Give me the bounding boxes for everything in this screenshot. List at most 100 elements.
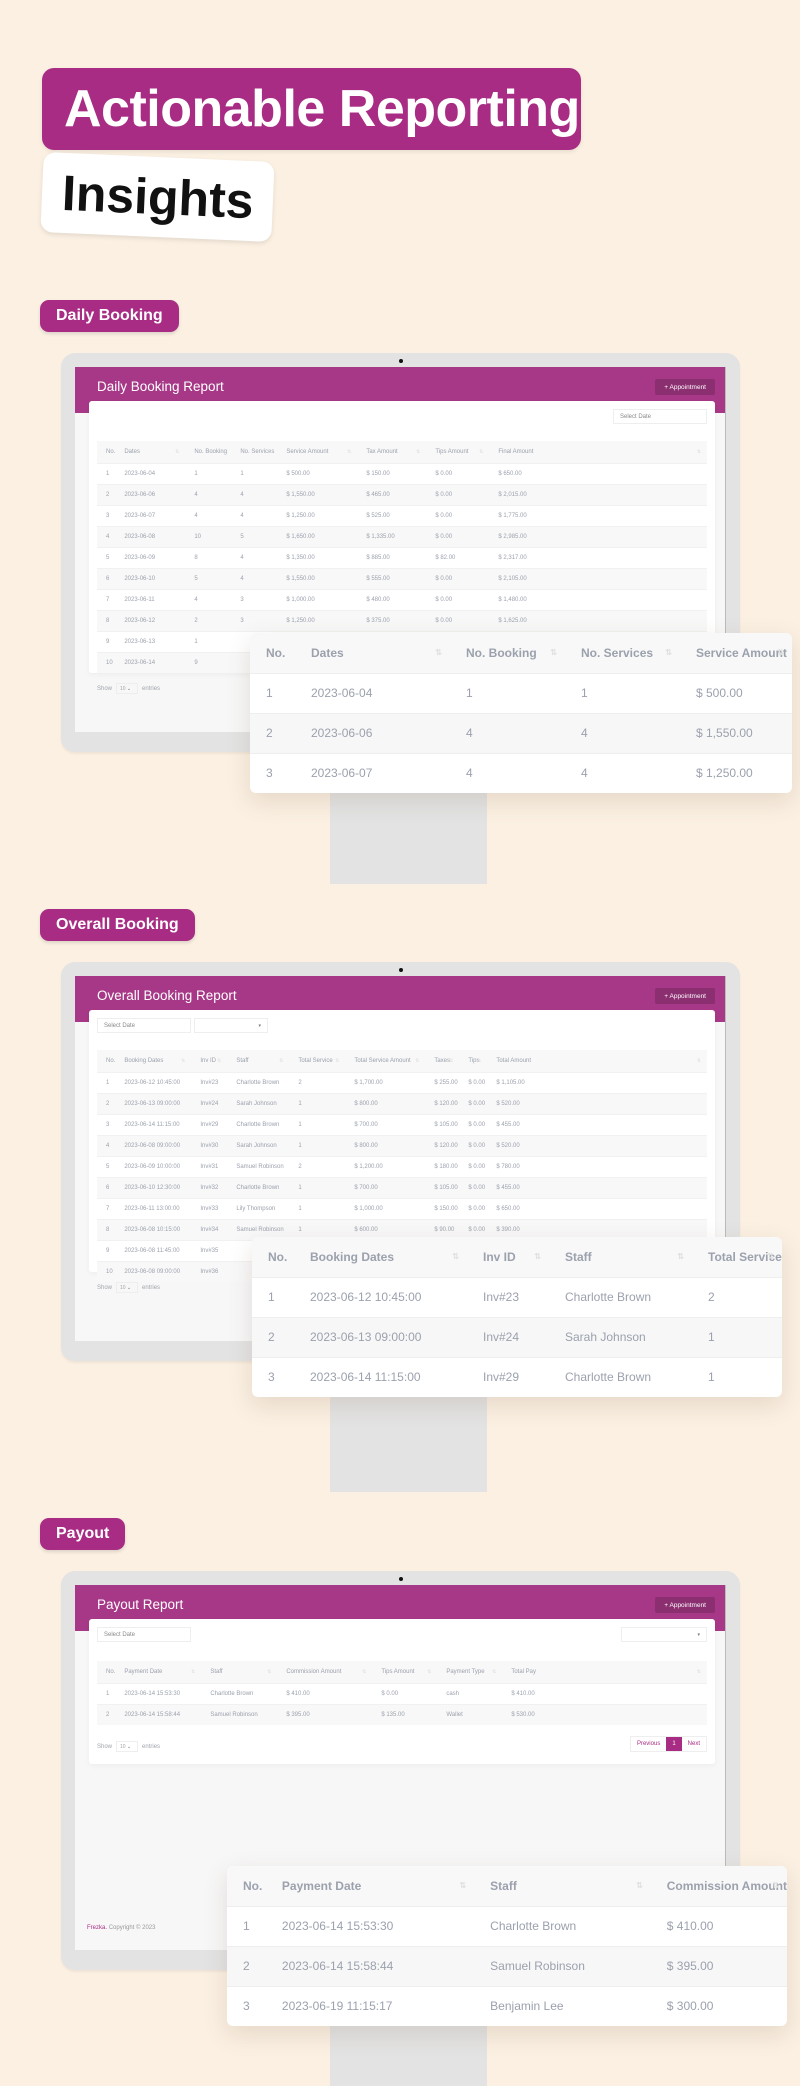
table-cell: 1 [185, 462, 232, 484]
table-cell: 2023-06-08 09:00:00 [115, 1134, 192, 1156]
column-header[interactable]: No. [97, 1661, 116, 1683]
entries-label: entries [142, 1284, 161, 1291]
column-header[interactable]: Taxes ⇅ [425, 1050, 460, 1072]
table-cell: 9 [185, 651, 232, 673]
column-header[interactable]: No. [97, 441, 116, 463]
column-header[interactable]: Booking Dates ⇅ [115, 1050, 192, 1072]
add-appointment-button[interactable]: + Appointment [655, 379, 715, 395]
column-header[interactable]: Commission Amount ⇅ [277, 1661, 373, 1683]
table-cell: $ 1,775.00 [489, 504, 707, 526]
table-cell: 2 [97, 483, 116, 505]
table-cell: 2023-06-12 [115, 609, 186, 631]
column-header[interactable]: No. Booking ⇅ [450, 633, 565, 673]
column-header[interactable]: Staff ⇅ [201, 1661, 278, 1683]
add-appointment-button[interactable]: + Appointment [655, 1597, 715, 1613]
column-header[interactable]: Inv ID ⇅ [191, 1050, 228, 1072]
select-date-input[interactable]: Select Date [97, 1018, 191, 1033]
column-header[interactable]: Total Amount ⇅ [487, 1050, 707, 1072]
table-cell: 4 [565, 712, 680, 753]
entries-select[interactable]: 10 ⌄ [116, 1741, 139, 1752]
pagination-next[interactable]: Next [687, 1741, 700, 1747]
table-cell: 2023-06-09 10:00:00 [115, 1155, 192, 1177]
table-cell: 2 [252, 1316, 294, 1357]
report-title: Payout Report [97, 1597, 184, 1612]
table-cell: $ 0.00 [426, 525, 490, 547]
column-header[interactable]: Payment Date ⇅ [265, 1866, 475, 1906]
footer-brand[interactable]: Frezka. [87, 1925, 108, 1931]
column-header[interactable]: No. Services ⇅ [231, 441, 278, 463]
column-header[interactable]: Payment Type ⇅ [437, 1661, 503, 1683]
column-header[interactable]: Booking Dates ⇅ [294, 1237, 467, 1277]
table-cell: Inv#33 [191, 1197, 228, 1219]
show-entries: Show 10 ⌄ entries [97, 1741, 160, 1752]
table-cell: 3 [97, 504, 116, 526]
column-header[interactable]: Tax Amount ⇅ [357, 441, 427, 463]
table-cell: 2023-06-10 [115, 567, 186, 589]
select-date-input[interactable]: Select Date [97, 1627, 191, 1642]
column-header[interactable]: Service Amount ⇅ [680, 633, 792, 673]
sort-icon: ⇅ [191, 1669, 196, 1675]
table-cell: 8 [97, 609, 116, 631]
report-card: Select Date ▾ No. Payment Date ⇅ Staff ⇅ Comm… [89, 1619, 715, 1764]
column-header[interactable]: No. Services ⇅ [565, 633, 680, 673]
table-cell: $ 390.00 [487, 1218, 707, 1240]
pagination-page-1[interactable]: 1 [666, 1737, 682, 1751]
column-header[interactable]: Inv ID ⇅ [467, 1237, 549, 1277]
table-cell: 2023-06-14 15:53:30 [115, 1682, 202, 1704]
table-cell: $ 0.00 [372, 1682, 438, 1704]
column-header[interactable]: Dates ⇅ [115, 441, 186, 463]
table-cell: $ 600.00 [345, 1218, 426, 1240]
table-cell: $ 455.00 [487, 1176, 707, 1198]
column-header[interactable]: Staff ⇅ [227, 1050, 290, 1072]
table-cell: 10 [185, 525, 232, 547]
column-header[interactable]: Final Amount ⇅ [489, 441, 707, 463]
column-header[interactable]: No. [250, 633, 295, 673]
table-cell: $ 1,650.00 [277, 525, 358, 547]
sort-icon: ⇅ [696, 1058, 701, 1064]
column-header[interactable]: Tips Amount ⇅ [426, 441, 490, 463]
table-cell: $ 180.00 [425, 1155, 460, 1177]
table-cell: $ 255.00 [425, 1071, 460, 1093]
table-cell: 2023-06-11 13:00:00 [115, 1197, 192, 1219]
table-cell: 2023-06-07 [115, 504, 186, 526]
table-cell: $ 120.00 [425, 1092, 460, 1114]
sort-icon: ⇅ [550, 648, 557, 657]
column-header[interactable]: No. [227, 1866, 266, 1906]
table-cell: $ 800.00 [345, 1092, 426, 1114]
entries-select[interactable]: 10 ⌄ [116, 1282, 139, 1293]
table-cell: 4 [185, 483, 232, 505]
column-header[interactable]: Tips ⇅ [459, 1050, 488, 1072]
column-header[interactable]: No. Booking ⇅ [185, 441, 232, 463]
table-row: 2 2023-06-14 15:58:44 Samuel Robinson $ 395… [97, 1703, 707, 1725]
table-row: 1 2023-06-12 10:45:00 Inv#23 Charlotte Brow… [252, 1276, 782, 1317]
column-header[interactable]: Staff ⇅ [474, 1866, 651, 1906]
report-card: Select Date ▾ No. Booking Dates ⇅ Inv ID ⇅ St… [89, 1010, 715, 1293]
column-header[interactable]: No. [97, 1050, 116, 1072]
column-header[interactable]: Staff ⇅ [549, 1237, 692, 1277]
table-cell: 4 [231, 567, 278, 589]
chevron-down-icon: ▾ [697, 1631, 700, 1638]
entries-select[interactable]: 10 ⌄ [116, 683, 139, 694]
column-header[interactable]: No. [252, 1237, 294, 1277]
add-appointment-button[interactable]: + Appointment [655, 988, 715, 1004]
pagination-previous[interactable]: Previous [636, 1741, 661, 1747]
column-header[interactable]: Tips Amount ⇅ [372, 1661, 438, 1683]
column-header[interactable]: Payment Date ⇅ [115, 1661, 202, 1683]
table-row: 7 2023-06-11 4 3 $ 1,000.00 $ 480.00 $ 0.00 $ 1… [97, 588, 707, 610]
select-date-input[interactable]: Select Date [613, 409, 707, 424]
hero-title: Actionable Reporting [42, 68, 581, 150]
sort-icon: ⇅ [696, 1669, 701, 1675]
table-cell: $ 555.00 [357, 567, 427, 589]
table-cell: $ 520.00 [487, 1134, 707, 1156]
column-header[interactable]: Commission Amount ⇅ [650, 1866, 787, 1906]
staff-select[interactable]: ▾ [194, 1018, 268, 1033]
column-header[interactable]: Total Service ⇅ [289, 1050, 346, 1072]
column-header[interactable]: Total Service Amount ⇅ [345, 1050, 426, 1072]
sort-icon: ⇅ [279, 1058, 284, 1064]
column-header[interactable]: Total Service ⇅ [692, 1237, 782, 1277]
column-header[interactable]: Dates ⇅ [295, 633, 450, 673]
staff-select[interactable]: ▾ [621, 1627, 707, 1642]
table-cell: 1 [250, 672, 295, 713]
column-header[interactable]: Service Amount ⇅ [277, 441, 358, 463]
column-header[interactable]: Total Pay ⇅ [502, 1661, 707, 1683]
